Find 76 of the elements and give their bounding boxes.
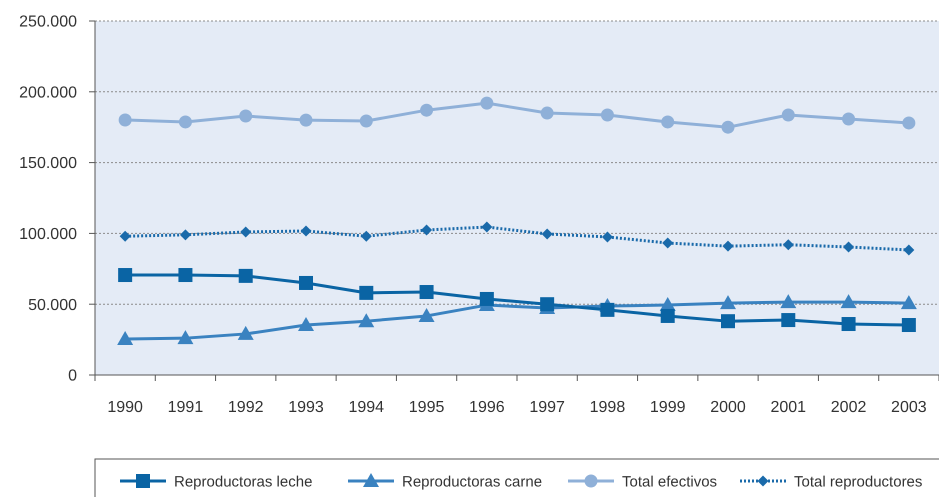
point bbox=[118, 113, 132, 126]
point bbox=[420, 104, 434, 117]
y-tick-label: 50.000 bbox=[28, 296, 78, 314]
point bbox=[662, 238, 674, 249]
point bbox=[903, 244, 914, 256]
point bbox=[722, 240, 734, 252]
y-tick-label: 250.000 bbox=[19, 14, 78, 31]
point bbox=[299, 276, 313, 290]
point bbox=[360, 114, 373, 128]
point bbox=[420, 285, 434, 300]
point bbox=[300, 114, 312, 127]
point bbox=[722, 120, 734, 134]
legend-label: Reproductoras carne bbox=[402, 473, 542, 490]
point bbox=[358, 313, 374, 328]
x-tick-label: 1991 bbox=[168, 399, 204, 416]
point bbox=[418, 308, 435, 322]
point bbox=[782, 239, 794, 250]
point bbox=[660, 308, 675, 323]
x-tick-label: 1994 bbox=[348, 399, 384, 416]
x-tick-label: 1993 bbox=[288, 399, 324, 416]
point bbox=[661, 115, 674, 128]
point bbox=[421, 224, 432, 236]
x-tick-label: 2001 bbox=[770, 399, 806, 416]
point bbox=[720, 295, 736, 310]
point bbox=[600, 302, 614, 317]
point bbox=[359, 286, 374, 300]
y-tick-label: 0 bbox=[68, 368, 78, 385]
point bbox=[840, 294, 857, 308]
x-tick-label: 1992 bbox=[228, 399, 264, 416]
point bbox=[602, 231, 613, 242]
point bbox=[902, 116, 916, 130]
point bbox=[180, 229, 191, 240]
legend-label: Total reproductores bbox=[794, 473, 922, 490]
x-tick-label: 2002 bbox=[830, 399, 866, 416]
point bbox=[480, 292, 494, 306]
point bbox=[239, 110, 252, 123]
point bbox=[540, 106, 554, 120]
point bbox=[542, 228, 553, 240]
x-tick-label: 2003 bbox=[891, 399, 927, 416]
legend-label: Reproductoras leche bbox=[174, 473, 312, 490]
x-tick-label: 1998 bbox=[590, 399, 626, 416]
point bbox=[842, 112, 856, 126]
y-tick-label: 200.000 bbox=[19, 84, 78, 102]
point bbox=[902, 318, 916, 332]
x-tick-label: 1996 bbox=[469, 399, 505, 416]
point bbox=[117, 331, 134, 346]
point bbox=[238, 268, 253, 283]
x-tick-label: 1999 bbox=[650, 399, 686, 416]
point bbox=[238, 326, 254, 340]
point bbox=[842, 317, 856, 332]
point bbox=[843, 241, 854, 252]
point bbox=[781, 313, 796, 328]
point bbox=[480, 96, 494, 110]
point bbox=[481, 222, 492, 233]
y-tick-label: 100.000 bbox=[19, 226, 78, 243]
x-tick-label: 1995 bbox=[408, 399, 444, 416]
x-tick-label: 1997 bbox=[529, 399, 566, 416]
point bbox=[178, 115, 192, 128]
point bbox=[178, 268, 192, 282]
point bbox=[782, 108, 795, 122]
point bbox=[300, 225, 312, 236]
point bbox=[177, 330, 194, 344]
x-tick-label: 1990 bbox=[107, 399, 144, 416]
point bbox=[120, 230, 131, 242]
point bbox=[298, 317, 314, 332]
point bbox=[240, 226, 252, 238]
point bbox=[360, 230, 372, 242]
point bbox=[540, 297, 554, 312]
x-tick-label: 2000 bbox=[710, 399, 746, 416]
legend-label: Total efectivos bbox=[622, 473, 718, 490]
point bbox=[900, 295, 917, 310]
point bbox=[780, 294, 796, 308]
point bbox=[118, 268, 132, 282]
point bbox=[721, 314, 735, 328]
y-tick-label: 150.000 bbox=[19, 155, 78, 172]
point bbox=[600, 108, 614, 122]
